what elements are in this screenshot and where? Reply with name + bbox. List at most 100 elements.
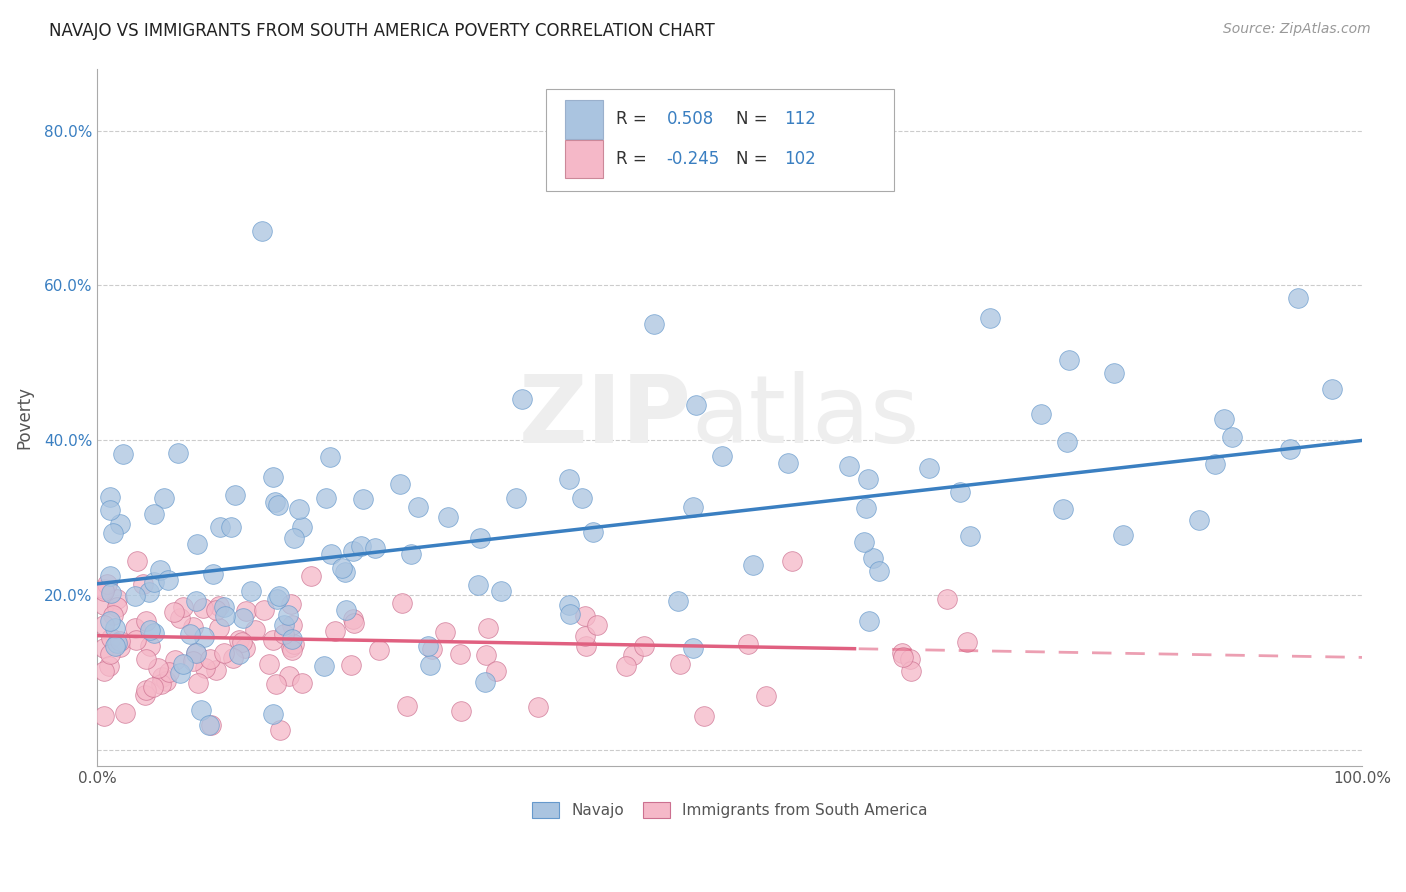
Text: NAVAJO VS IMMIGRANTS FROM SOUTH AMERICA POVERTY CORRELATION CHART: NAVAJO VS IMMIGRANTS FROM SOUTH AMERICA …: [49, 22, 716, 40]
Text: Source: ZipAtlas.com: Source: ZipAtlas.com: [1223, 22, 1371, 37]
Point: [98, 659, 121, 673]
Point: [278, 669, 301, 683]
Point: [391, 597, 413, 611]
Point: [208, 520, 231, 534]
Point: [505, 491, 527, 505]
Point: [685, 398, 707, 412]
Point: [169, 665, 191, 680]
Point: [900, 665, 922, 679]
Point: [527, 700, 550, 714]
Point: [281, 618, 304, 632]
Point: [204, 663, 226, 677]
Point: [169, 611, 191, 625]
Point: [489, 583, 512, 598]
Point: [252, 603, 274, 617]
Point: [956, 634, 979, 648]
Point: [335, 603, 357, 617]
Point: [633, 639, 655, 653]
Point: [277, 608, 299, 623]
Point: [172, 599, 194, 614]
Point: [693, 708, 716, 723]
Point: [108, 634, 131, 648]
Point: [204, 603, 226, 617]
Text: R =: R =: [616, 150, 652, 169]
Point: [420, 641, 443, 656]
Point: [614, 659, 637, 673]
Point: [283, 637, 305, 651]
Point: [280, 597, 302, 611]
FancyBboxPatch shape: [565, 100, 603, 138]
Point: [1220, 430, 1243, 444]
Point: [105, 636, 128, 650]
Point: [776, 456, 799, 470]
Point: [291, 676, 314, 690]
Point: [212, 646, 235, 660]
Point: [108, 517, 131, 532]
Point: [212, 599, 235, 614]
Point: [273, 618, 295, 632]
Point: [574, 608, 596, 623]
Point: [741, 558, 763, 573]
Point: [1056, 435, 1078, 450]
Point: [96, 577, 118, 591]
Point: [187, 676, 209, 690]
Point: [467, 578, 489, 592]
Point: [898, 652, 921, 666]
Point: [364, 541, 387, 556]
Point: [711, 449, 734, 463]
Point: [315, 491, 337, 505]
Point: [280, 643, 302, 657]
Point: [125, 554, 148, 568]
Point: [682, 641, 704, 656]
Point: [1112, 528, 1135, 542]
Point: [190, 703, 212, 717]
Point: [474, 675, 496, 690]
Point: [858, 472, 880, 486]
Point: [330, 560, 353, 574]
Point: [124, 589, 146, 603]
Point: [1279, 442, 1302, 456]
Point: [232, 610, 254, 624]
Point: [935, 591, 957, 606]
Point: [1029, 407, 1052, 421]
Point: [184, 647, 207, 661]
Text: 0.508: 0.508: [666, 111, 714, 128]
Point: [582, 524, 605, 539]
Point: [98, 503, 121, 517]
Point: [93, 583, 115, 598]
Point: [367, 643, 389, 657]
Point: [93, 617, 115, 632]
Point: [273, 627, 295, 641]
Point: [433, 625, 456, 640]
Point: [105, 592, 128, 607]
Point: [243, 624, 266, 638]
Point: [477, 621, 499, 635]
Text: ZIP: ZIP: [519, 371, 692, 463]
Point: [114, 706, 136, 720]
Point: [138, 585, 160, 599]
Point: [155, 674, 177, 689]
Y-axis label: Poverty: Poverty: [15, 385, 32, 449]
Text: -0.245: -0.245: [666, 150, 720, 169]
Point: [437, 509, 460, 524]
Point: [163, 605, 186, 619]
Legend: Navajo, Immigrants from South America: Navajo, Immigrants from South America: [526, 796, 934, 824]
Point: [949, 485, 972, 500]
Text: N =: N =: [737, 111, 773, 128]
Point: [468, 532, 491, 546]
Point: [918, 461, 941, 475]
Point: [208, 599, 231, 613]
Point: [343, 615, 366, 630]
Point: [401, 547, 423, 561]
Point: [868, 564, 890, 578]
Point: [135, 652, 157, 666]
Point: [257, 657, 280, 671]
Point: [862, 551, 884, 566]
Point: [167, 446, 190, 460]
Point: [198, 718, 221, 732]
Point: [755, 690, 778, 704]
Point: [100, 585, 122, 599]
Point: [586, 617, 609, 632]
Point: [135, 683, 157, 698]
Point: [737, 637, 759, 651]
